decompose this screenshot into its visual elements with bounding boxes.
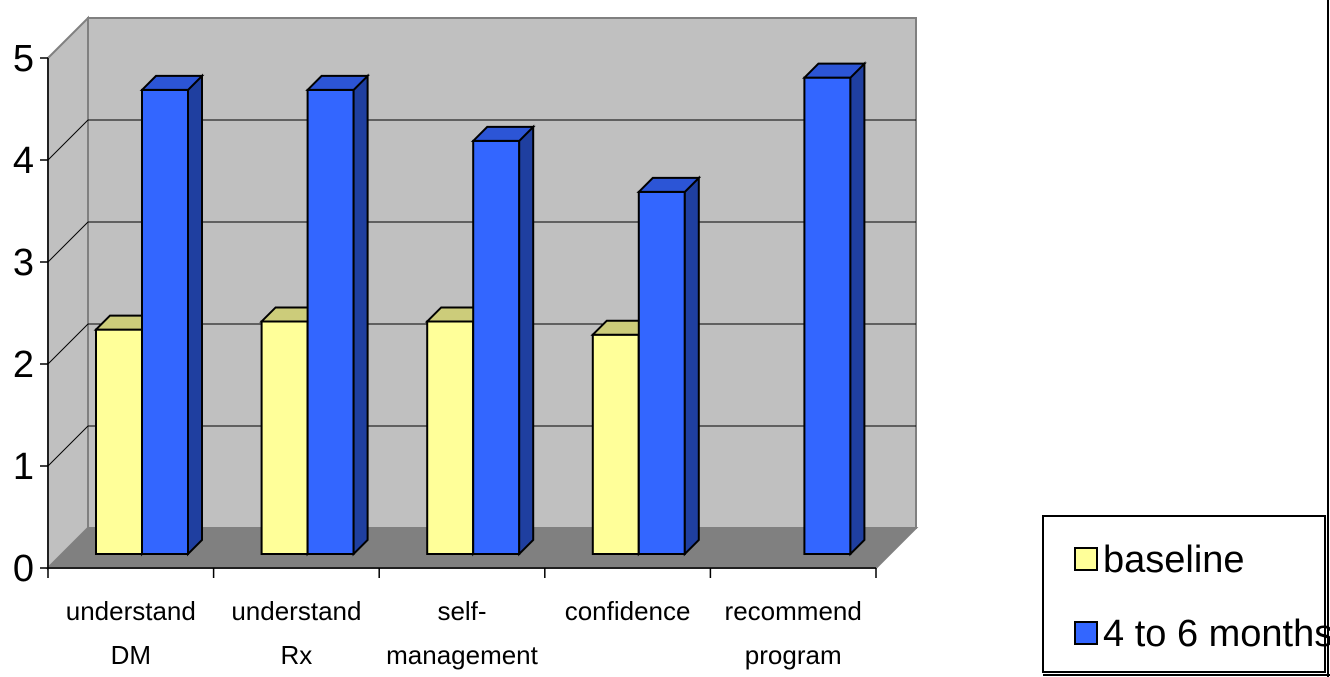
x-category-label: Rx xyxy=(281,640,313,670)
legend-box xyxy=(1042,515,1326,673)
bar-side xyxy=(352,73,369,557)
x-category-label: understand xyxy=(231,596,361,626)
bar-front xyxy=(141,88,189,556)
x-category-label: recommend xyxy=(725,596,862,626)
y-axis: 0 1 2 3 4 5 xyxy=(13,38,49,590)
bar-front xyxy=(803,76,852,555)
bar-top xyxy=(801,62,867,79)
bar-front xyxy=(306,88,355,556)
gridline-side xyxy=(47,425,89,467)
y-tick-label: 2 xyxy=(13,344,34,386)
bar-top xyxy=(305,74,371,91)
bar-top xyxy=(636,176,702,193)
legend: baseline 4 to 6 months xyxy=(1042,0,1330,677)
bar xyxy=(305,73,371,557)
y-tick-label: 5 xyxy=(13,38,34,80)
bar xyxy=(470,124,536,557)
y-tick-label: 4 xyxy=(13,140,34,182)
bar-side xyxy=(849,61,866,557)
x-category-label: self- xyxy=(437,596,486,626)
bar-side xyxy=(187,73,203,557)
legend-label: 4 to 6 months xyxy=(1103,613,1330,655)
bar-front xyxy=(95,328,143,555)
legend-swatch xyxy=(1074,621,1098,645)
y-tick-label: 3 xyxy=(13,242,34,284)
bars xyxy=(93,61,867,557)
legend-swatch xyxy=(1074,547,1098,571)
bar-front xyxy=(260,320,309,555)
side-wall xyxy=(47,15,89,571)
bar xyxy=(139,73,205,557)
bar-top xyxy=(470,125,536,142)
x-category-label: program xyxy=(745,640,842,670)
bar-side xyxy=(518,124,535,557)
bar xyxy=(636,175,702,557)
x-category-label: management xyxy=(386,640,539,670)
gridline-side xyxy=(47,221,89,263)
bar-front xyxy=(426,320,475,555)
legend-label: baseline xyxy=(1103,539,1245,581)
bar-front xyxy=(472,139,521,555)
x-category-label: confidence xyxy=(565,596,691,626)
x-axis: understand DM understand Rx self-management c… xyxy=(47,567,877,670)
y-tick-label: 0 xyxy=(13,548,34,590)
gridline-side xyxy=(47,119,89,161)
bar-top xyxy=(139,74,205,91)
bar xyxy=(801,61,867,557)
y-tick-label: 1 xyxy=(13,446,34,488)
x-category-label: DM xyxy=(111,640,151,670)
bar-front xyxy=(637,190,686,555)
gridline-side xyxy=(47,323,89,365)
bar-side xyxy=(683,175,700,557)
bar-front xyxy=(591,333,640,556)
x-category-label: understand xyxy=(66,596,196,626)
